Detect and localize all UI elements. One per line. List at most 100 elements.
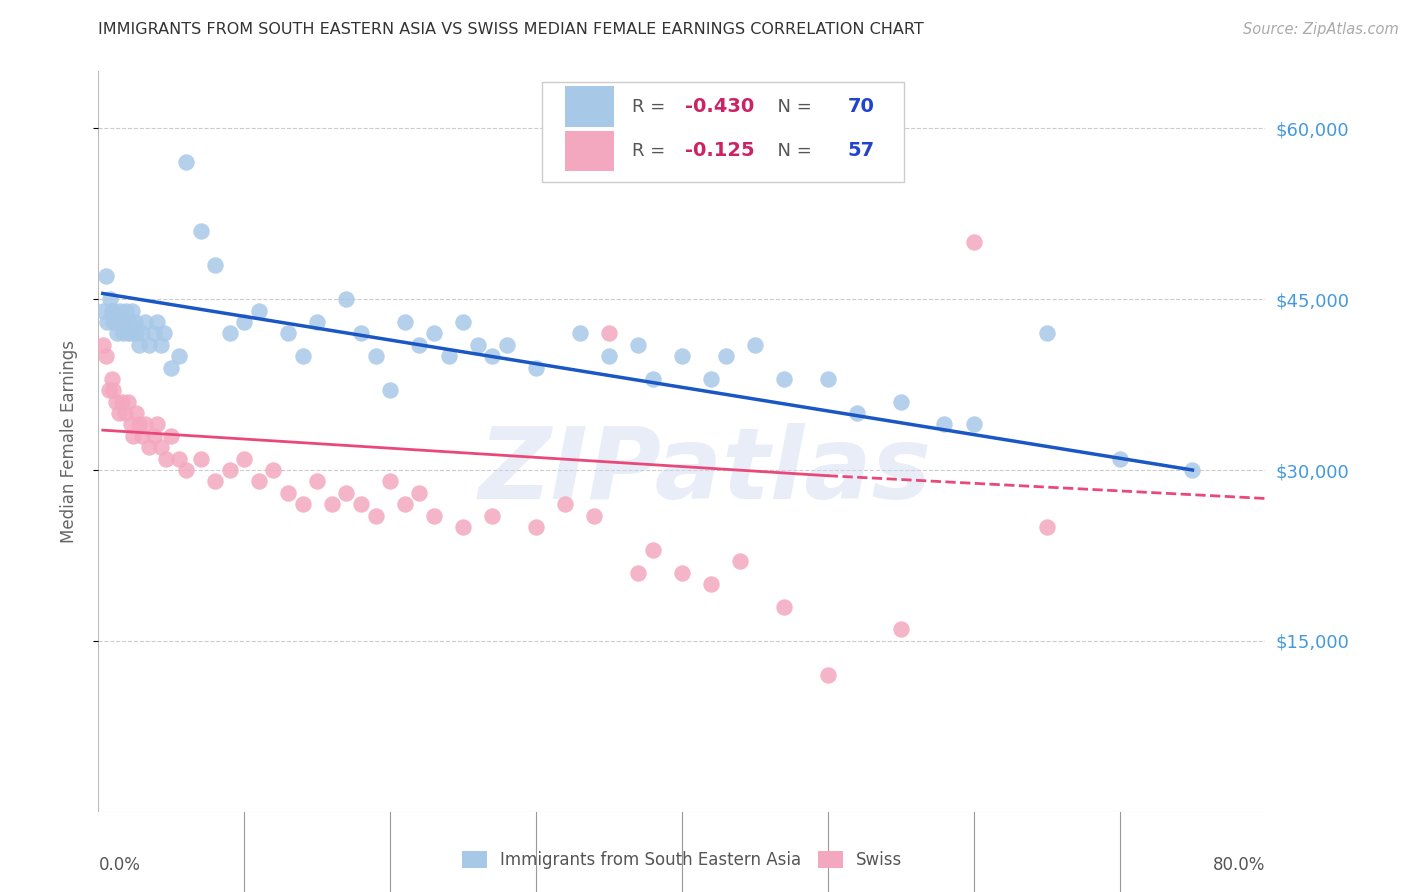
Point [117, 394, 139, 409]
Point [524, 360, 547, 375]
Point [481, 349, 503, 363]
Point [120, 326, 142, 341]
Point [481, 508, 503, 523]
Point [962, 417, 984, 432]
Point [118, 315, 141, 329]
Point [101, 384, 124, 398]
Point [335, 485, 357, 500]
Point [262, 463, 284, 477]
Point [627, 566, 650, 580]
Point [364, 508, 387, 523]
Point [104, 394, 127, 409]
Point [568, 326, 591, 341]
Point [125, 406, 148, 420]
Text: IMMIGRANTS FROM SOUTH EASTERN ASIA VS SWISS MEDIAN FEMALE EARNINGS CORRELATION C: IMMIGRANTS FROM SOUTH EASTERN ASIA VS SW… [98, 22, 924, 37]
Point [94, 269, 117, 284]
Text: R =: R = [631, 142, 676, 160]
Point [174, 155, 197, 169]
Point [1035, 326, 1057, 341]
Point [124, 315, 146, 329]
Point [890, 394, 912, 409]
Point [291, 497, 314, 511]
Point [744, 337, 766, 351]
Point [364, 349, 387, 363]
Point [131, 326, 153, 341]
Point [142, 326, 165, 341]
Point [112, 326, 135, 341]
Point [524, 520, 547, 534]
Y-axis label: Median Female Earnings: Median Female Earnings [59, 340, 77, 543]
Point [115, 303, 138, 318]
Point [1108, 451, 1130, 466]
Point [146, 417, 169, 432]
Text: -0.125: -0.125 [685, 142, 755, 161]
Text: 80.0%: 80.0% [1213, 856, 1265, 874]
Point [146, 315, 169, 329]
Point [277, 326, 299, 341]
Point [204, 475, 226, 489]
Point [247, 303, 270, 318]
Text: N =: N = [766, 142, 817, 160]
Text: ZIPatlas: ZIPatlas [478, 423, 932, 520]
Point [291, 349, 314, 363]
Point [128, 417, 150, 432]
Point [150, 337, 173, 351]
Point [125, 326, 148, 341]
Point [335, 292, 357, 306]
Point [167, 451, 190, 466]
Point [962, 235, 984, 250]
Point [233, 315, 256, 329]
Point [100, 372, 122, 386]
Point [204, 258, 226, 272]
Point [190, 451, 212, 466]
Point [108, 406, 131, 420]
Point [104, 315, 127, 329]
Point [160, 360, 183, 375]
Legend: Immigrants from South Eastern Asia, Swiss: Immigrants from South Eastern Asia, Swis… [457, 846, 907, 874]
Point [627, 337, 650, 351]
Point [583, 508, 606, 523]
Point [423, 326, 446, 341]
Point [174, 463, 197, 477]
Point [98, 292, 121, 306]
Point [111, 394, 134, 409]
Point [138, 440, 160, 454]
Point [394, 497, 416, 511]
Point [378, 384, 402, 398]
FancyBboxPatch shape [565, 130, 614, 171]
Point [350, 497, 373, 511]
Point [97, 384, 120, 398]
Point [598, 326, 620, 341]
Point [142, 429, 165, 443]
Point [100, 303, 122, 318]
Point [700, 372, 723, 386]
Point [105, 326, 128, 341]
Point [890, 623, 912, 637]
Point [671, 349, 693, 363]
Text: N =: N = [766, 97, 817, 116]
Point [155, 451, 177, 466]
Point [121, 303, 143, 318]
Point [598, 349, 620, 363]
Point [408, 337, 430, 351]
Point [190, 224, 212, 238]
Text: 57: 57 [848, 142, 875, 161]
Point [91, 303, 114, 318]
Point [114, 406, 136, 420]
Point [233, 451, 256, 466]
Point [817, 668, 839, 682]
Point [111, 315, 134, 329]
Point [131, 429, 153, 443]
Point [451, 520, 474, 534]
Text: Source: ZipAtlas.com: Source: ZipAtlas.com [1243, 22, 1399, 37]
Point [934, 417, 956, 432]
Point [554, 497, 576, 511]
FancyBboxPatch shape [565, 87, 614, 127]
Point [110, 303, 132, 318]
Point [641, 542, 664, 557]
Point [730, 554, 752, 568]
Point [394, 315, 416, 329]
Point [108, 315, 131, 329]
Point [247, 475, 270, 489]
Point [122, 429, 145, 443]
